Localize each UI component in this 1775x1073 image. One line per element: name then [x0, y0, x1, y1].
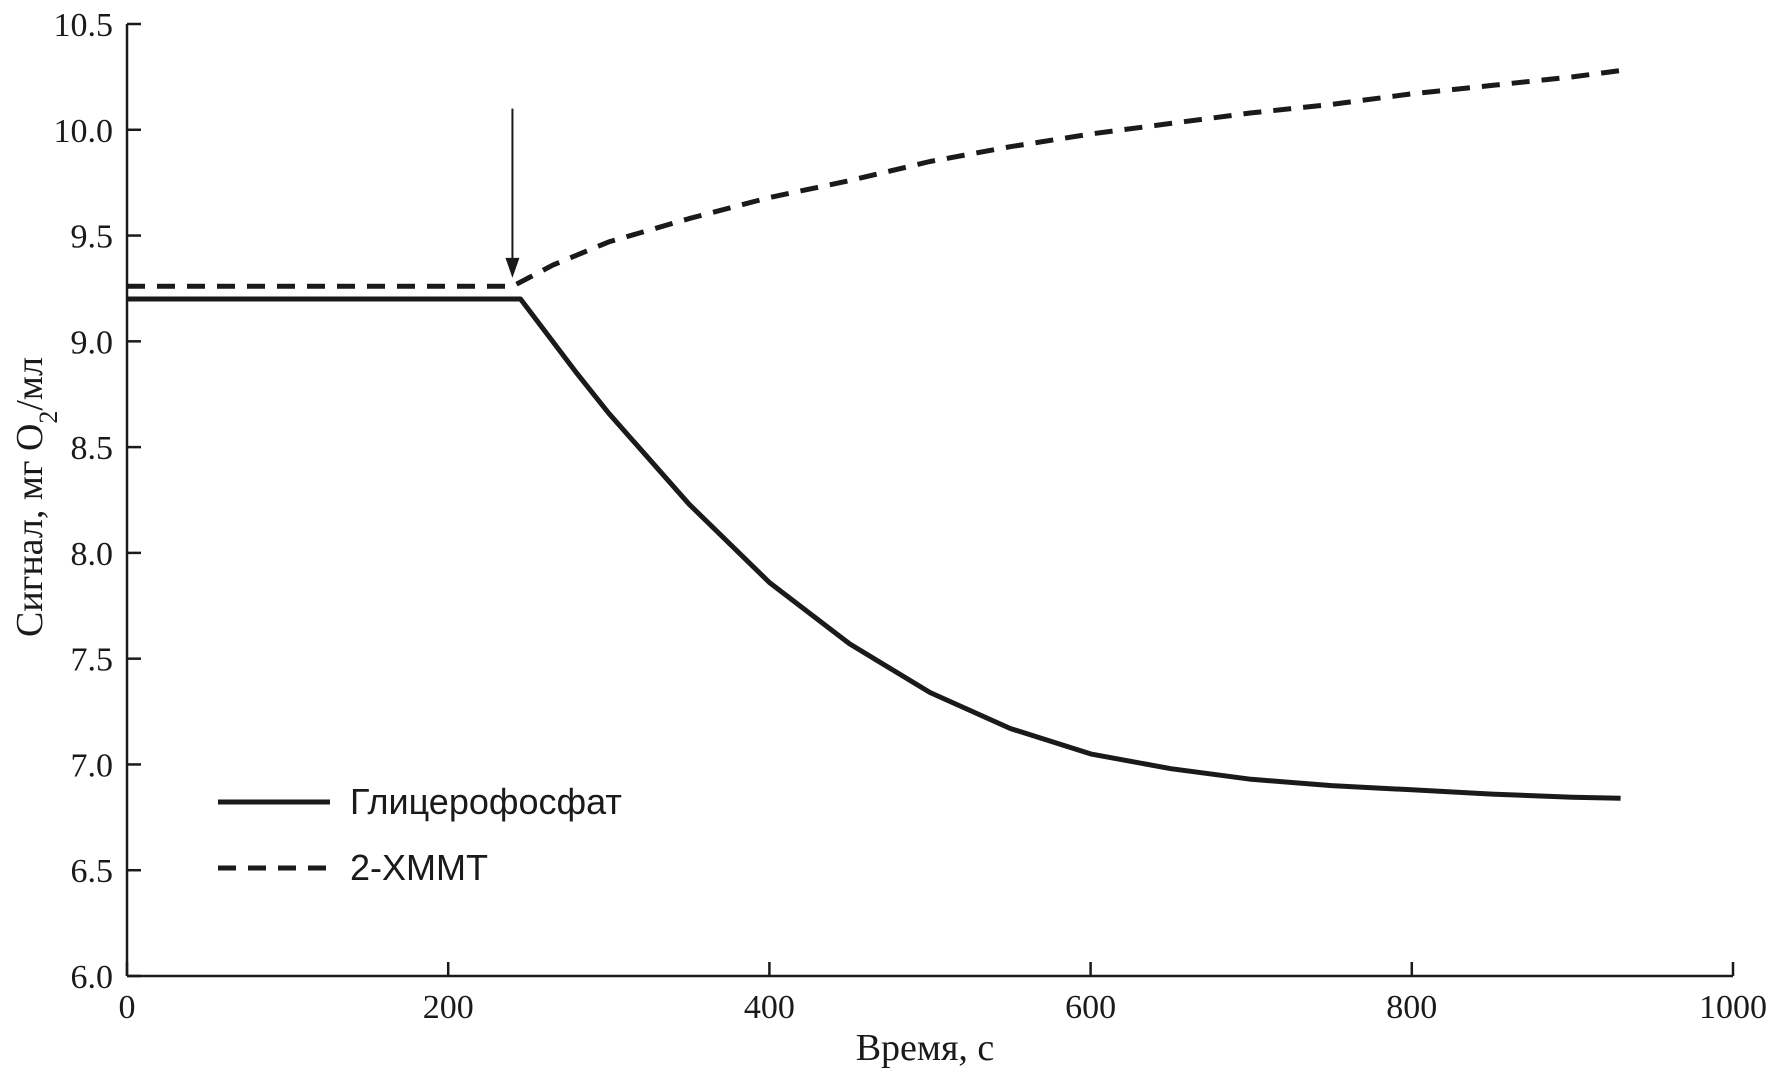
y-tick-label: 10.0 [54, 113, 114, 150]
x-tick-label: 400 [744, 989, 795, 1026]
x-tick-label: 600 [1065, 989, 1116, 1026]
x-tick-label: 0 [119, 989, 136, 1026]
x-tick-label: 200 [423, 989, 474, 1026]
y-tick-label: 8.0 [71, 536, 114, 573]
y-axis-title-suffix: /мл [9, 357, 51, 411]
y-tick-label: 10.5 [54, 7, 114, 44]
y-axis-title-subscript: 2 [34, 411, 63, 424]
legend: Глицерофосфат 2-ХММТ [218, 781, 622, 888]
y-tick-label: 7.0 [71, 747, 114, 784]
y-axis-title: Сигнал, мг O2/мл [9, 357, 63, 637]
x-tick-label: 1000 [1699, 989, 1767, 1026]
series-line-0 [127, 296, 1621, 801]
plot-area: 6.0 6.5 7.0 7.5 8.0 8.5 9.0 9.5 10.0 10.5 0 200 400… [54, 7, 1768, 1026]
y-tick-label: 6.5 [71, 853, 114, 890]
series-layer [127, 68, 1621, 801]
y-tick-label: 6.0 [71, 959, 114, 996]
annotation-layer [505, 108, 520, 278]
y-tick-label: 7.5 [71, 642, 114, 679]
y-axis-title-prefix: Сигнал, мг O [9, 424, 51, 637]
y-axis-ticks: 6.0 6.5 7.0 7.5 8.0 8.5 9.0 9.5 10.0 10.5 [54, 7, 141, 996]
y-tick-label: 9.0 [71, 324, 114, 361]
x-axis-title: Время, с [856, 1027, 995, 1069]
x-tick-label: 800 [1386, 989, 1437, 1026]
y-tick-label: 9.5 [71, 219, 114, 256]
y-tick-label: 8.5 [71, 430, 114, 467]
series-line-1 [127, 68, 1621, 289]
legend-label-2-hmmt: 2-ХММТ [350, 847, 488, 888]
x-axis-ticks: 0 200 400 600 800 1000 [119, 962, 1767, 1026]
arrow-head [505, 257, 520, 278]
legend-label-glycerophosphate: Глицерофосфат [350, 781, 622, 822]
